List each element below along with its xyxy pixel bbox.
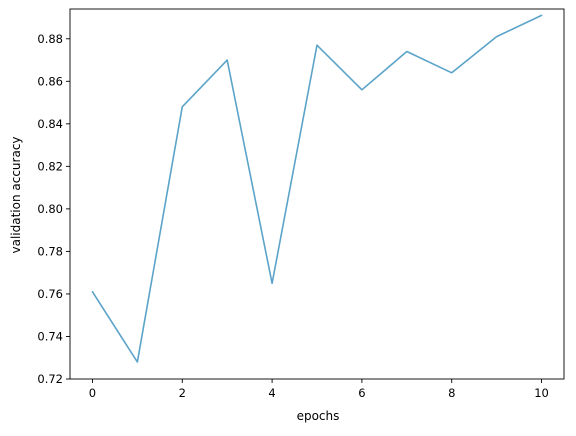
y-tick-label: 0.78 — [37, 244, 63, 258]
y-axis-label: validation accuracy — [9, 136, 23, 253]
y-tick-label: 0.76 — [37, 287, 63, 301]
y-tick-label: 0.84 — [37, 117, 63, 131]
x-axis-label: epochs — [297, 409, 340, 423]
x-tick-label: 0 — [89, 386, 96, 400]
plot-frame — [69, 8, 565, 380]
x-tick-label: 2 — [179, 386, 186, 400]
y-tick-label: 0.72 — [37, 372, 63, 386]
x-tick-label: 4 — [268, 386, 275, 400]
y-tick-label: 0.74 — [37, 329, 63, 343]
plot-background — [70, 9, 564, 379]
plot-area — [70, 9, 564, 379]
y-tick-label: 0.80 — [37, 202, 63, 216]
axes-layer: 0 2 4 6 8 10 0.72 0.74 0.76 0.78 0.80 0.82 0.84 0.86 0… — [37, 8, 565, 400]
x-tick-label: 8 — [448, 386, 455, 400]
x-tick-label: 10 — [534, 386, 549, 400]
y-tick-label: 0.88 — [37, 32, 63, 46]
y-tick-label: 0.82 — [37, 159, 63, 173]
y-tick-label: 0.86 — [37, 74, 63, 88]
series-line-0 — [91, 14, 543, 363]
x-tick-label: 6 — [358, 386, 365, 400]
data-layer — [91, 14, 543, 363]
